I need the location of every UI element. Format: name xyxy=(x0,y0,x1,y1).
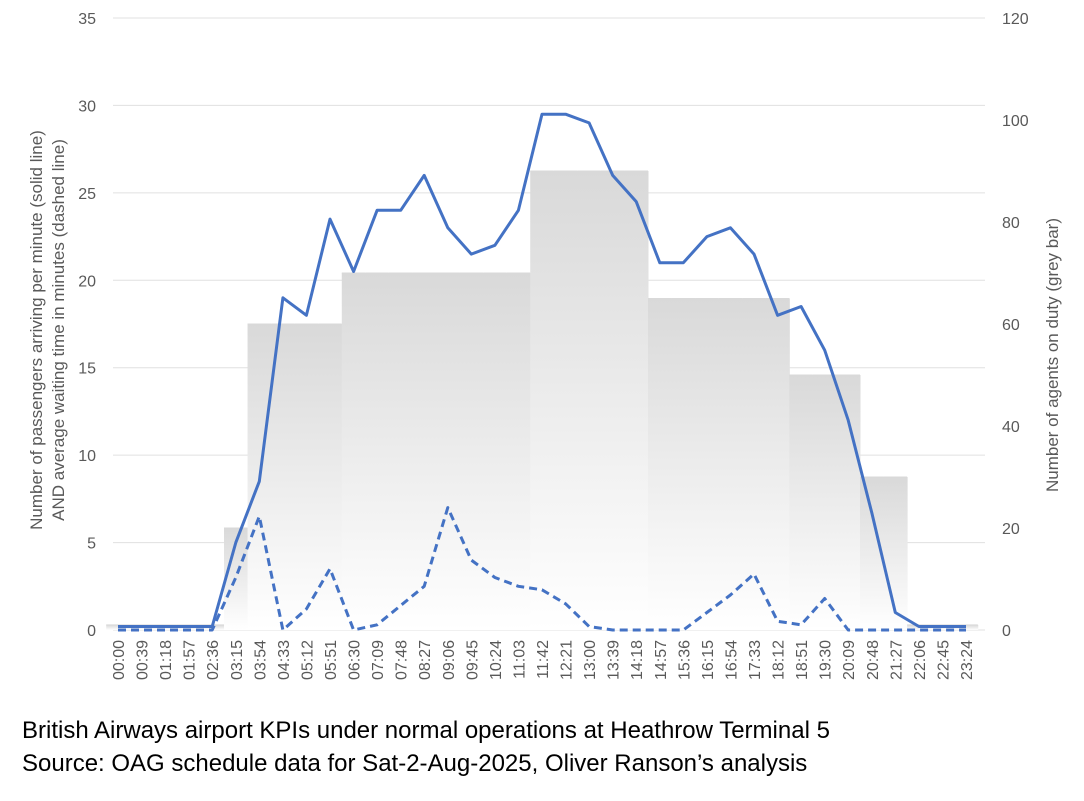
waiting-time-line xyxy=(118,506,966,632)
y2-tick-label: 60 xyxy=(1002,317,1020,334)
x-tick-label: 06:30 xyxy=(347,640,364,680)
y2-tick-label: 120 xyxy=(1002,11,1029,28)
agent-bar xyxy=(577,171,602,630)
agent-bar xyxy=(624,171,649,630)
x-tick-label: 05:51 xyxy=(323,640,340,680)
x-tick-label: 16:54 xyxy=(723,640,740,680)
x-tick-label: 17:33 xyxy=(747,640,764,680)
caption: Source: OAG schedule data for Sat-2-Aug-… xyxy=(22,750,807,777)
agent-bar xyxy=(648,298,673,630)
x-tick-label: 10:24 xyxy=(488,640,505,680)
x-tick-label: 18:51 xyxy=(794,640,811,680)
x-tick-label: 15:36 xyxy=(676,640,693,680)
x-tick-label: 23:24 xyxy=(959,640,976,680)
agent-bar xyxy=(954,624,979,630)
x-tick-label: 07:09 xyxy=(370,640,387,680)
y2-tick-label: 40 xyxy=(1002,419,1020,436)
agent-bar xyxy=(271,324,296,630)
bars xyxy=(106,170,979,630)
agent-bar xyxy=(765,298,790,630)
agent-bar xyxy=(742,298,767,630)
x-tick-label: 01:57 xyxy=(182,640,199,680)
agent-bar xyxy=(718,298,743,630)
agent-bar xyxy=(553,171,578,630)
x-tick-label: 12:21 xyxy=(559,640,576,680)
y-tick-label: 10 xyxy=(78,448,96,465)
agent-bar xyxy=(341,273,366,630)
x-tick-label: 03:54 xyxy=(252,640,269,680)
x-tick-label: 14:18 xyxy=(629,640,646,680)
agent-bar xyxy=(318,324,343,630)
x-tick-label: 03:15 xyxy=(229,640,246,680)
x-tick-label: 13:39 xyxy=(606,640,623,680)
agent-bar xyxy=(412,273,437,630)
x-tick-label: 01:18 xyxy=(158,640,175,680)
y-tick-label: 5 xyxy=(87,536,96,553)
agent-bar xyxy=(695,298,720,630)
agent-bar xyxy=(883,477,908,630)
y2-tick-label: 20 xyxy=(1002,521,1020,538)
caption: British Airways airport KPIs under norma… xyxy=(22,717,830,744)
agent-bar xyxy=(671,298,696,630)
y2-tick-label: 80 xyxy=(1002,215,1020,232)
x-tick-label: 22:06 xyxy=(912,640,929,680)
x-tick-label: 18:12 xyxy=(771,640,788,680)
x-tick-label: 02:36 xyxy=(205,640,222,680)
arrivals-line xyxy=(118,112,966,628)
agent-bar xyxy=(365,273,390,630)
x-tick-label: 05:12 xyxy=(299,640,316,680)
agent-bar xyxy=(812,375,837,630)
y-tick-label: 20 xyxy=(78,273,96,290)
x-tick-label: 00:39 xyxy=(135,640,152,680)
agent-bar xyxy=(836,375,861,630)
x-tick-label: 20:48 xyxy=(865,640,882,680)
x-tick-label: 00:00 xyxy=(111,640,128,680)
y-tick-label: 35 xyxy=(78,11,96,28)
x-tick-label: 09:06 xyxy=(441,640,458,680)
agent-bar xyxy=(530,171,555,630)
y2-tick-label: 100 xyxy=(1002,113,1029,130)
x-tick-label: 13:00 xyxy=(582,640,599,680)
agent-bar xyxy=(600,171,625,630)
agent-bar xyxy=(436,273,461,630)
x-tick-label: 04:33 xyxy=(276,640,293,680)
agent-bar xyxy=(294,324,319,630)
y2-tick-label: 0 xyxy=(1002,623,1011,640)
x-tick-label: 21:27 xyxy=(888,640,905,680)
y2-axis-label: Number of agents on duty (grey bar) xyxy=(1043,218,1062,492)
y-tick-label: 25 xyxy=(78,186,96,203)
x-tick-label: 20:09 xyxy=(841,640,858,680)
y-axis-label: Number of passengers arriving per minute… xyxy=(27,130,46,530)
agent-bar xyxy=(506,273,531,630)
x-tick-label: 11:03 xyxy=(511,640,528,679)
y-axis-label: AND average waiting time in minutes (das… xyxy=(49,139,68,521)
y-tick-label: 30 xyxy=(78,98,96,115)
x-tick-label: 14:57 xyxy=(653,640,670,680)
x-tick-label: 08:27 xyxy=(417,640,434,680)
y-tick-label: 15 xyxy=(78,361,96,378)
agent-bar xyxy=(388,273,413,630)
lines xyxy=(118,112,966,632)
x-tick-label: 07:48 xyxy=(394,640,411,680)
x-tick-label: 09:45 xyxy=(464,640,481,680)
agent-bar xyxy=(459,273,484,630)
x-tick-label: 22:45 xyxy=(935,640,952,680)
x-tick-label: 11:42 xyxy=(535,640,552,679)
y-tick-label: 0 xyxy=(87,623,96,640)
x-tick-label: 19:30 xyxy=(818,640,835,680)
x-tick-label: 16:15 xyxy=(700,640,717,680)
agent-bar xyxy=(789,375,814,630)
